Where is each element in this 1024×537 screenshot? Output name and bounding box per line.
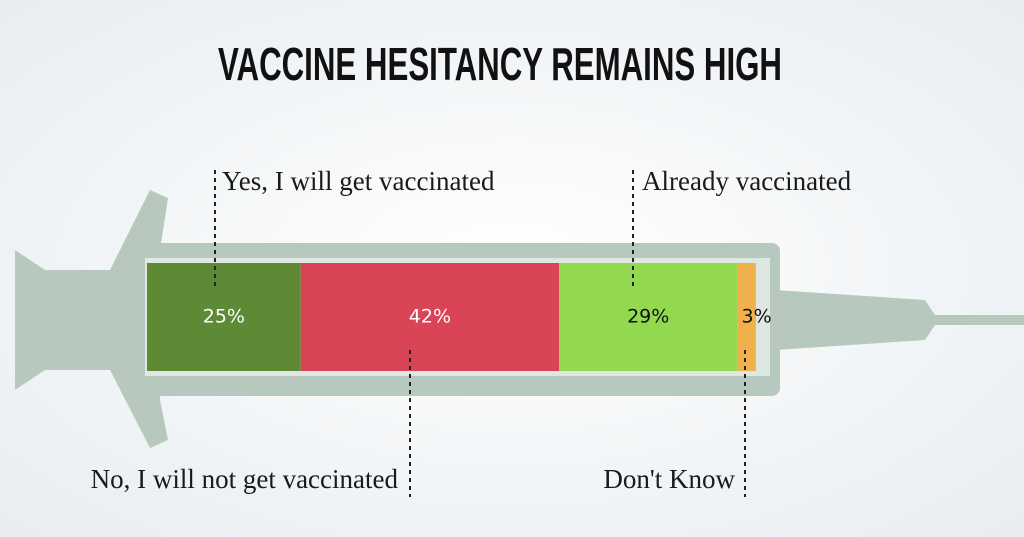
value-label: 29% — [627, 306, 669, 328]
legend-label: Yes, I will get vaccinated — [222, 166, 495, 196]
bar-segment — [300, 263, 560, 371]
bar-segment — [147, 263, 301, 371]
legend-label: No, I will not get vaccinated — [91, 464, 399, 494]
bar-segment — [559, 263, 738, 371]
chart-title: VACCINE HESITANCY REMAINS HIGH — [218, 38, 782, 90]
value-label: 25% — [203, 306, 245, 328]
value-label: 42% — [409, 306, 451, 328]
legend-label: Don't Know — [603, 464, 735, 494]
value-label: 3% — [742, 306, 772, 328]
bar-segment — [737, 263, 756, 371]
legend-label: Already vaccinated — [642, 166, 852, 196]
